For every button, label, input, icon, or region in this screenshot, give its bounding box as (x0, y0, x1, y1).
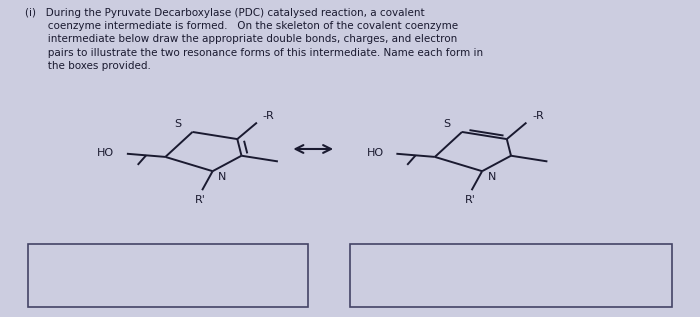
Text: S: S (174, 120, 181, 129)
Text: S: S (444, 120, 451, 129)
Text: HO: HO (97, 148, 114, 158)
Text: R': R' (465, 195, 476, 205)
Text: (i)   During the Pyruvate Decarboxylase (PDC) catalysed reaction, a covalent
   : (i) During the Pyruvate Decarboxylase (P… (25, 8, 482, 71)
Text: -R: -R (262, 111, 274, 121)
Text: HO: HO (367, 148, 384, 158)
Text: R': R' (195, 195, 206, 205)
Bar (350, 244, 672, 307)
Text: -R: -R (532, 111, 544, 121)
Text: N: N (218, 172, 227, 182)
Bar (28, 244, 308, 307)
Text: N: N (488, 172, 496, 182)
